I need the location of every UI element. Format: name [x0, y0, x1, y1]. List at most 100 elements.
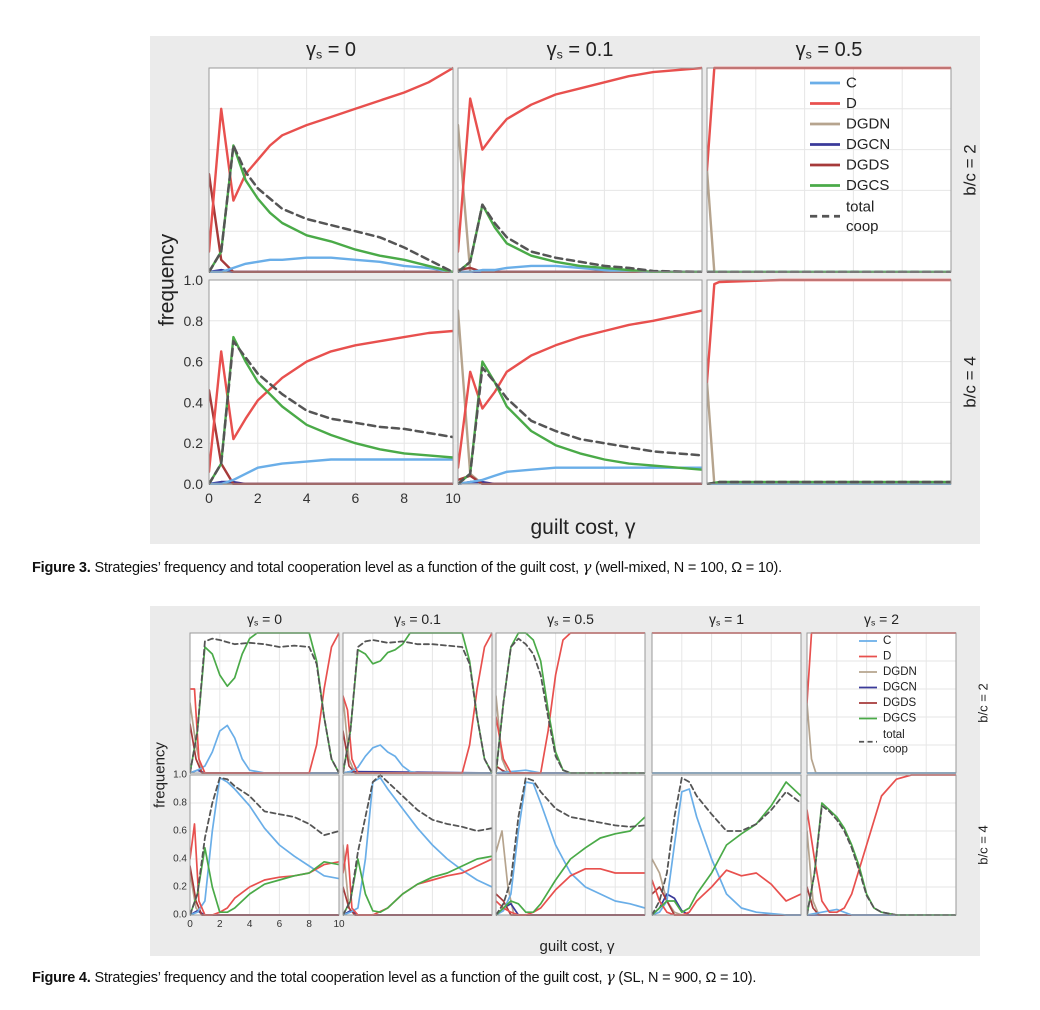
- series-line-c: [209, 256, 453, 273]
- series-line-total-coop: [496, 776, 645, 916]
- fig4-x-tick-label: 6: [277, 919, 283, 930]
- series-line-total-coop: [458, 366, 702, 485]
- fig3-y-tick-label: 0.0: [184, 476, 204, 492]
- fig3-plot-border: [457, 279, 703, 485]
- fig4-y-tick-label: 0.6: [173, 826, 187, 837]
- legend-label: DGDN: [846, 116, 890, 133]
- legend-label: C: [846, 75, 857, 92]
- fig4-x-tick-label: 10: [333, 919, 345, 930]
- legend-label: total: [846, 199, 874, 216]
- series-line-total-coop: [343, 774, 492, 916]
- series-line-d: [209, 66, 453, 253]
- series-line-c: [209, 458, 453, 485]
- fig3-plot-area: [458, 280, 702, 484]
- series-line-c: [343, 776, 492, 916]
- fig4-y-axis-title: frequency: [152, 742, 169, 808]
- fig4-x-tick-label: 4: [247, 919, 253, 930]
- fig3-plot-border: [706, 279, 952, 485]
- figure-3-caption: Figure 3. Strategies’ frequency and tota…: [32, 560, 782, 576]
- fig4-y-tick-label: 0.4: [173, 854, 187, 865]
- fig3-plot-area: [707, 68, 951, 272]
- series-line-dgcs: [209, 335, 453, 485]
- fig3-plot-border: [208, 67, 454, 273]
- fig3-column-label: γs = 0: [306, 39, 356, 61]
- figure-4-caption-text: Strategies’ frequency and the total coop…: [90, 970, 607, 986]
- fig3-x-axis-title: guilt cost, γ: [530, 516, 636, 539]
- figure-3-caption-gamma: γ: [582, 560, 592, 576]
- series-line-total-coop: [209, 144, 453, 273]
- fig4-column-label: γs = 0.5: [547, 611, 594, 628]
- fig3-column-label: γs = 0.1: [547, 39, 614, 61]
- legend-label: D: [883, 651, 891, 663]
- series-line-d: [458, 66, 702, 253]
- legend-label: coop: [883, 744, 908, 756]
- series-line-total-coop: [343, 639, 492, 774]
- fig4-y-tick-label: 1.0: [173, 770, 187, 781]
- series-line-c: [652, 788, 801, 916]
- series-line-total-coop: [209, 339, 453, 485]
- series-line-c: [496, 781, 645, 916]
- series-line-d: [652, 869, 801, 916]
- fig3-legend: CD DGDN DGCN DGDS DGCS total coop: [810, 75, 890, 235]
- fig3-plot-area: [707, 280, 951, 484]
- fig4-y-tick-label: 0.2: [173, 882, 187, 893]
- fig4-plot-area: [190, 775, 339, 915]
- fig3-series-group: [209, 329, 453, 485]
- fig4-column-label: γs = 1: [709, 611, 744, 628]
- fig3-y-tick-label: 0.6: [184, 354, 204, 370]
- series-line-d: [209, 329, 453, 473]
- legend-label: DGDN: [883, 666, 917, 678]
- figure-3-caption-label: Figure 3.: [32, 560, 91, 576]
- fig4-row-label: b/c = 4: [976, 825, 991, 864]
- fig4-plot-area: [496, 775, 645, 915]
- fig4-column-label: γs = 0: [247, 611, 282, 628]
- series-line-total-coop: [458, 203, 702, 273]
- fig3-plot-area: [458, 68, 702, 272]
- fig3-y-tick-label: 1.0: [184, 272, 204, 288]
- fig4-plot-border: [651, 632, 802, 774]
- fig3-plot-area: [209, 280, 453, 484]
- series-line-total-coop: [190, 776, 339, 916]
- series-line-c: [458, 466, 702, 485]
- series-line-total-coop: [190, 637, 339, 774]
- legend-label: C: [883, 635, 891, 647]
- legend-label: DGCS: [883, 713, 917, 725]
- fig4-plot-area: [343, 775, 492, 915]
- series-line-d: [496, 867, 645, 916]
- fig4-legend: CD DGDN DGCN DGDS DGCS total coop: [859, 635, 917, 756]
- figure-4-caption-params: (SL, N = 900, Ω = 10).: [614, 970, 757, 986]
- series-line-total-coop: [707, 480, 951, 485]
- legend-label: DGCN: [883, 682, 917, 694]
- series-line-total-coop: [496, 637, 645, 774]
- fig4-plot-border: [495, 632, 646, 774]
- series-line-d: [458, 309, 702, 469]
- fig4-x-tick-label: 2: [217, 919, 223, 930]
- figure-4-caption: Figure 4. Strategies’ frequency and the …: [32, 970, 756, 986]
- fig4-plot-area: [807, 633, 956, 773]
- fig4-plot-border: [189, 774, 340, 916]
- fig4-plot-border: [342, 632, 493, 774]
- series-line-dgcs: [190, 846, 339, 916]
- fig4-plot-border: [495, 774, 646, 916]
- series-line-dgcs: [343, 855, 492, 916]
- fig4-y-tick-label: 0.0: [173, 910, 187, 921]
- fig4-column-label: γs = 2: [864, 611, 899, 628]
- legend-label: DGDS: [883, 697, 917, 709]
- fig4-plot-border: [189, 632, 340, 774]
- series-line-total-coop: [807, 804, 956, 916]
- fig3-y-tick-label: 0.4: [184, 394, 204, 410]
- fig3-x-tick-label: 2: [254, 490, 262, 506]
- fig4-plot-border: [806, 632, 957, 774]
- legend-label: DGCS: [846, 177, 889, 194]
- fig3-plot-border: [706, 67, 952, 273]
- series-line-dgcs: [652, 781, 801, 916]
- fig3-x-tick-label: 0: [205, 490, 213, 506]
- figure-3-caption-params: (well-mixed, N = 100, Ω = 10).: [591, 560, 782, 576]
- fig4-y-tick-label: 0.8: [173, 798, 187, 809]
- fig4-plot-area: [496, 633, 645, 773]
- figure-4-caption-label: Figure 4.: [32, 970, 91, 986]
- legend-label: DGCN: [846, 136, 890, 153]
- fig4-plot-border: [651, 774, 802, 916]
- fig4-plot-area: [652, 633, 801, 773]
- fig3-x-tick-label: 10: [445, 490, 461, 506]
